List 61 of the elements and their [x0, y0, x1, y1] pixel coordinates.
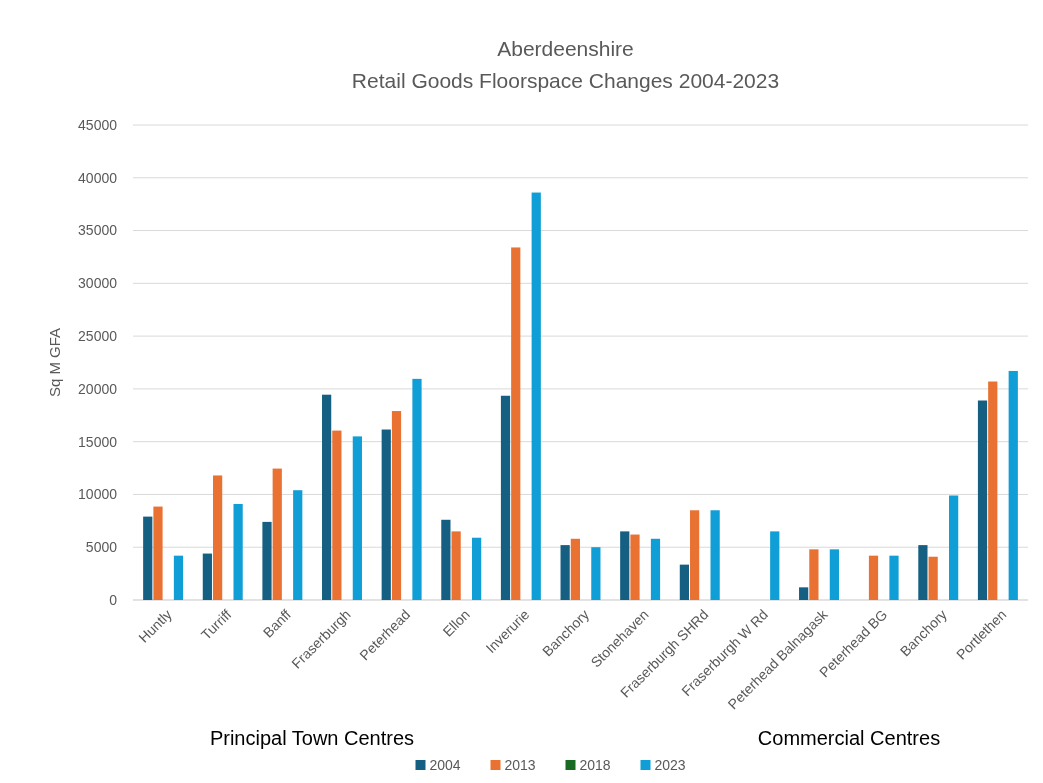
bar	[630, 534, 640, 600]
bar	[560, 545, 570, 600]
y-tick-label: 30000	[78, 275, 118, 292]
bar	[213, 475, 223, 600]
chart-subtitle: Retail Goods Floorspace Changes 2004-2023	[351, 69, 780, 92]
bar	[272, 468, 282, 600]
text: Commercial Centres	[757, 727, 941, 749]
bar	[591, 547, 601, 600]
bar	[710, 510, 720, 600]
bar	[977, 400, 988, 600]
bar	[391, 411, 402, 600]
y-tick-label: 25000	[78, 328, 118, 345]
bar	[928, 556, 938, 600]
y-tick-label: 35000	[78, 222, 118, 239]
bar	[472, 537, 482, 600]
bar	[500, 395, 511, 600]
bar	[918, 545, 928, 600]
bar	[202, 553, 212, 600]
bar	[143, 516, 153, 600]
text: Principal Town Centres	[209, 727, 415, 749]
y-tick-label: 45000	[78, 116, 118, 133]
bar	[650, 538, 661, 600]
legend-label: 2013	[504, 756, 536, 773]
y-tick-label: 15000	[78, 433, 118, 450]
bar	[441, 519, 451, 600]
bar	[531, 192, 541, 600]
bar	[262, 521, 272, 600]
y-tick-label: 20000	[78, 380, 118, 397]
chart-title: Aberdeenshire	[497, 37, 634, 60]
bar	[352, 436, 362, 600]
bar	[988, 381, 998, 600]
bar	[889, 555, 899, 600]
bar	[868, 555, 879, 600]
bar	[799, 587, 809, 600]
bar	[322, 394, 332, 600]
bar	[809, 549, 819, 600]
bar	[173, 555, 184, 600]
bar	[451, 531, 461, 600]
bar	[332, 430, 342, 600]
y-tick-label: 10000	[78, 486, 118, 503]
bar	[620, 531, 630, 600]
bar	[770, 531, 780, 600]
bar	[690, 510, 700, 600]
bar	[233, 503, 243, 600]
y-tick-label: 40000	[78, 169, 118, 186]
legend-label: 2018	[579, 756, 611, 773]
bar	[293, 490, 303, 600]
bar	[412, 378, 422, 600]
bar	[153, 506, 163, 600]
bar	[381, 429, 391, 600]
bar	[1008, 370, 1018, 600]
y-axis-title: Sq M GFA	[46, 327, 63, 398]
bar	[679, 564, 689, 600]
bar	[511, 247, 521, 600]
bar	[949, 495, 959, 600]
bar	[570, 538, 580, 600]
legend-label: 2023	[654, 756, 686, 773]
legend-label: 2004	[429, 756, 461, 773]
bar	[829, 549, 839, 600]
y-tick-label: 0	[109, 591, 118, 608]
y-tick-label: 5000	[85, 539, 118, 556]
